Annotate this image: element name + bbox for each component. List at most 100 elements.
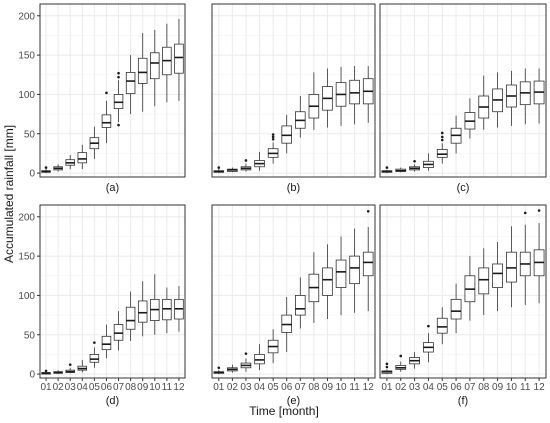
x-tick-label: 06 xyxy=(451,382,463,393)
panel-e: 01 02 03 04 05 06 07 08 09 10 11 12 (e) xyxy=(211,204,376,407)
box-08 xyxy=(308,72,320,130)
box-12 xyxy=(174,18,184,101)
box-07 xyxy=(295,96,306,138)
box-12 xyxy=(362,66,374,123)
x-tick-label: 04 xyxy=(423,382,435,393)
box-09 xyxy=(492,72,503,128)
box-iqr xyxy=(137,57,148,84)
outlier-point xyxy=(366,209,370,213)
box-02 xyxy=(227,364,238,373)
box-iqr xyxy=(492,263,503,288)
box-07 xyxy=(113,71,124,127)
box-iqr xyxy=(436,317,448,334)
outlier-point xyxy=(440,135,444,139)
box-09 xyxy=(322,68,333,128)
y-tick-label: 100 xyxy=(18,90,35,101)
panel-background xyxy=(380,4,546,177)
box-08 xyxy=(308,252,320,323)
box-iqr xyxy=(335,259,347,288)
outlier-point xyxy=(440,138,444,142)
panel-background xyxy=(40,205,185,378)
box-03 xyxy=(409,352,420,369)
x-tick-label: 01 xyxy=(381,382,393,393)
x-tick-label: 01 xyxy=(40,382,52,393)
x-tick-label: 09 xyxy=(492,382,504,393)
x-tick-label: 08 xyxy=(478,382,490,393)
outlier-point xyxy=(217,366,221,370)
outlier-point xyxy=(44,166,48,169)
x-tick-label: 06 xyxy=(101,382,113,393)
box-08 xyxy=(478,75,490,130)
panel-f: 01 02 03 04 05 06 07 08 09 10 11 12 (f) xyxy=(379,204,547,407)
box-12 xyxy=(533,209,545,304)
panel-border xyxy=(379,3,547,178)
x-tick-label: 02 xyxy=(53,382,65,393)
x-tick-label: 07 xyxy=(464,382,476,393)
outlier-point xyxy=(385,166,389,169)
box-iqr xyxy=(150,52,160,80)
x-tick-label: 01 xyxy=(213,382,225,393)
box-01 xyxy=(213,366,225,375)
box-10 xyxy=(506,226,517,308)
box-01 xyxy=(41,369,51,375)
x-tick-label: 07 xyxy=(113,382,125,393)
box-06 xyxy=(281,114,292,154)
box-iqr xyxy=(174,43,184,74)
box-05 xyxy=(267,329,279,364)
panel-label: (c) xyxy=(457,182,470,194)
outlier-point xyxy=(68,363,72,366)
box-03 xyxy=(65,154,75,170)
box-02 xyxy=(53,370,63,375)
box-08 xyxy=(125,291,136,342)
box-07 xyxy=(464,98,476,139)
panel-border xyxy=(39,204,186,379)
box-03 xyxy=(65,363,75,374)
outlier-point xyxy=(117,123,120,127)
box-05 xyxy=(89,341,100,368)
x-tick-label: 03 xyxy=(240,382,252,393)
box-10 xyxy=(335,236,347,316)
y-axis-title: Accumulated rainfall [mm] xyxy=(2,125,16,263)
box-05 xyxy=(267,133,279,164)
box-06 xyxy=(281,297,292,353)
panel-border xyxy=(211,204,376,379)
x-tick-label: 03 xyxy=(65,382,77,393)
box-11 xyxy=(162,287,172,334)
y-tick-label: 0 xyxy=(29,370,35,381)
panel-d: 0 50 100 150 200 01 02 03 04 05 06 07 08 09 10 11 12 (d) xyxy=(18,204,186,407)
panel-label: (b) xyxy=(287,182,300,194)
box-iqr xyxy=(125,72,136,95)
y-tick-label: 100 xyxy=(18,291,35,302)
box-05 xyxy=(436,131,448,164)
box-09 xyxy=(322,244,333,320)
y-tick-label: 200 xyxy=(18,212,35,223)
x-tick-label: 08 xyxy=(125,382,137,393)
box-iqr xyxy=(137,300,148,323)
box-04 xyxy=(77,144,88,170)
box-12 xyxy=(362,209,374,312)
panel-label: (a) xyxy=(106,182,119,194)
box-04 xyxy=(423,324,434,363)
x-tick-label: 11 xyxy=(520,382,531,393)
box-11 xyxy=(162,23,172,103)
box-04 xyxy=(254,344,265,371)
x-tick-label: 07 xyxy=(295,382,307,393)
box-06 xyxy=(450,283,462,334)
x-tick-label: 08 xyxy=(308,382,320,393)
box-05 xyxy=(89,126,100,159)
x-tick-label: 11 xyxy=(349,382,360,393)
y-tick-label: 50 xyxy=(24,129,36,140)
outlier-point xyxy=(271,137,275,141)
y-tick-label: 150 xyxy=(18,51,35,62)
box-02 xyxy=(227,167,238,173)
x-tick-label: 12 xyxy=(173,382,185,393)
box-12 xyxy=(174,285,184,332)
panel-c: (c) xyxy=(379,3,547,194)
x-tick-label: 05 xyxy=(268,382,280,393)
x-tick-label: 02 xyxy=(227,382,239,393)
outlier-point xyxy=(244,352,248,355)
box-12 xyxy=(533,68,545,124)
panel-label: (e) xyxy=(287,395,300,407)
x-tick-label: 02 xyxy=(395,382,407,393)
